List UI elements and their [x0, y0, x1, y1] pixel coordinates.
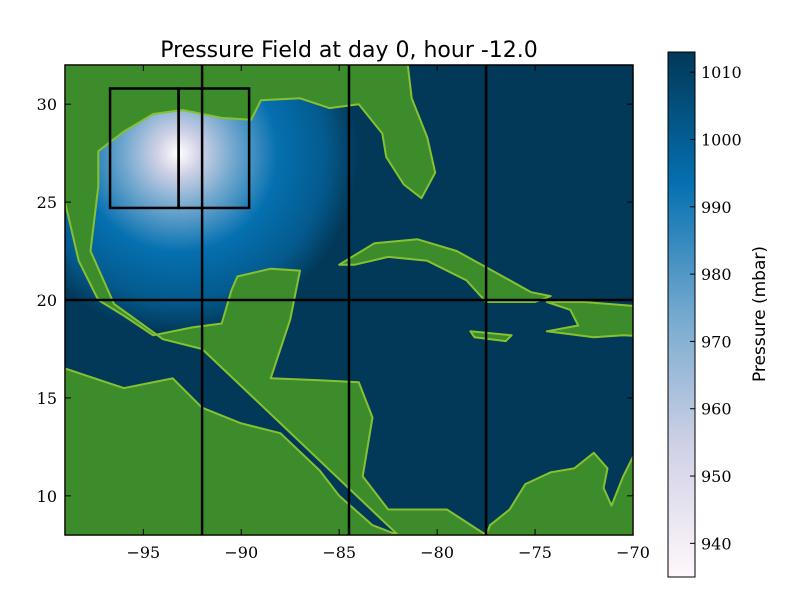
colorbar-axis: 940 950 960 970 980 990 1000 1010 — [690, 63, 742, 553]
x-tick-label: −95 — [126, 543, 160, 562]
x-tick-label: −75 — [518, 543, 552, 562]
x-axis: −95 −90 −85 −80 −75 −70 — [126, 65, 650, 562]
colorbar-tick-label: 990 — [701, 198, 732, 217]
y-tick-label: 25 — [37, 193, 57, 212]
y-tick-label: 30 — [37, 95, 57, 114]
colorbar-tick-label: 1010 — [701, 63, 742, 82]
colorbar-tick-label: 940 — [701, 534, 732, 553]
colorbar-tick-label: 980 — [701, 265, 732, 284]
colorbar-label: Pressure (mbar) — [750, 246, 770, 382]
y-tick-label: 10 — [37, 487, 57, 506]
land-jamaica — [469, 330, 513, 343]
x-tick-label: −80 — [420, 543, 454, 562]
x-tick-label: −90 — [224, 543, 258, 562]
colorbar-tick-label: 960 — [701, 400, 732, 419]
chart-title: Pressure Field at day 0, hour -12.0 — [160, 38, 538, 63]
colorbar — [667, 51, 696, 578]
grid-lines — [65, 65, 633, 535]
land-hispaniola — [545, 301, 633, 339]
x-tick-label: −85 — [322, 543, 356, 562]
colorbar-tick-label: 970 — [701, 332, 732, 351]
x-tick-label: −70 — [616, 543, 650, 562]
land-south-america — [485, 451, 633, 535]
y-tick-label: 15 — [37, 389, 57, 408]
y-tick-label: 20 — [37, 291, 57, 310]
region-boxes — [108, 87, 251, 210]
plot-area — [65, 65, 633, 535]
y-axis: 10 15 20 25 30 — [37, 95, 633, 506]
colorbar-tick-label: 1000 — [701, 131, 742, 150]
colorbar-tick-label: 950 — [701, 467, 732, 486]
region-box — [177, 87, 251, 210]
